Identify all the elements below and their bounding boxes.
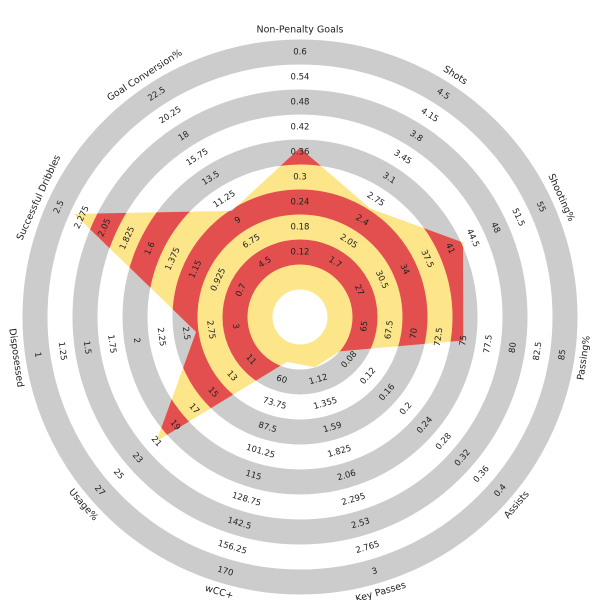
tick-label: 80 xyxy=(508,342,519,354)
tick-label: 0.36 xyxy=(472,464,492,485)
tick-label: 9 xyxy=(233,215,243,226)
tick-label: 0.42 xyxy=(291,123,310,133)
tick-label: 0.6 xyxy=(293,48,307,58)
tick-label: 55 xyxy=(534,200,548,214)
axis-label: Non-Penalty Goals xyxy=(256,25,343,36)
tick-label: 115 xyxy=(244,469,262,483)
tick-label: 0.2 xyxy=(398,401,414,418)
tick-label: 1.825 xyxy=(326,444,352,460)
tick-label: 82.5 xyxy=(532,341,545,361)
tick-label: 15.75 xyxy=(185,147,211,169)
axis-label: Passing% xyxy=(575,335,592,381)
axis-label: Disposessed xyxy=(6,328,25,388)
tick-label: 2.5 xyxy=(180,326,192,341)
tick-label: 11.25 xyxy=(212,189,238,211)
tick-label: 4.15 xyxy=(419,106,440,125)
tick-label: 2.765 xyxy=(355,540,381,556)
tick-label: 128.75 xyxy=(231,491,262,509)
tick-label: 1 xyxy=(32,351,43,358)
axis-label: wCC+ xyxy=(204,583,235,600)
tick-label: 0.28 xyxy=(434,431,454,452)
tick-label: 0.18 xyxy=(291,223,310,233)
tick-label: 2.75 xyxy=(204,320,217,340)
tick-label: 20.25 xyxy=(158,105,184,127)
tick-label: 77.5 xyxy=(482,334,495,354)
tick-label: 2.25 xyxy=(155,327,168,347)
tick-label: 1.75 xyxy=(105,334,118,354)
ring xyxy=(22,39,578,595)
tick-label: 51.5 xyxy=(509,207,526,228)
tick-label: 44.5 xyxy=(464,228,481,249)
tick-label: 48 xyxy=(488,221,502,235)
tick-label: 3 xyxy=(230,323,241,330)
tick-label: 34 xyxy=(397,262,411,276)
tick-label: 2.295 xyxy=(341,492,367,508)
tick-label: 1.25 xyxy=(56,341,69,361)
tick-label: 0.48 xyxy=(291,98,310,108)
tick-label: 0.54 xyxy=(291,73,310,83)
tick-label: 85 xyxy=(557,349,568,361)
tick-label: 65 xyxy=(359,320,370,332)
tick-label: 0.24 xyxy=(291,198,310,208)
tick-label: 156.25 xyxy=(217,539,248,557)
tick-label: 73.75 xyxy=(261,396,287,412)
tick-label: 0.12 xyxy=(358,366,378,387)
tick-label: 41 xyxy=(443,242,457,256)
tick-label: 60 xyxy=(275,374,288,387)
tick-label: 25 xyxy=(111,467,126,482)
tick-label: 18 xyxy=(177,129,192,143)
tick-label: 67.5 xyxy=(383,320,396,340)
tick-label: 2.75 xyxy=(365,190,386,209)
tick-label: 0.12 xyxy=(291,248,310,258)
center-hole xyxy=(272,289,328,345)
tick-label: 2 xyxy=(131,337,142,344)
tick-label: 1.5 xyxy=(81,340,93,355)
tick-label: 75 xyxy=(458,334,469,346)
tick-label: 0.36 xyxy=(291,148,310,158)
tick-label: 170 xyxy=(216,565,234,579)
tick-label: 0.3 xyxy=(293,173,307,183)
ring xyxy=(72,89,528,545)
tick-label: 101.25 xyxy=(245,443,276,461)
tick-label: 27 xyxy=(352,283,366,297)
tick-label: 72.5 xyxy=(433,327,446,347)
tick-label: 70 xyxy=(409,327,420,339)
tick-label: 1.355 xyxy=(312,396,338,412)
tick-label: 3.45 xyxy=(392,148,413,167)
tick-label: 3 xyxy=(371,566,379,577)
